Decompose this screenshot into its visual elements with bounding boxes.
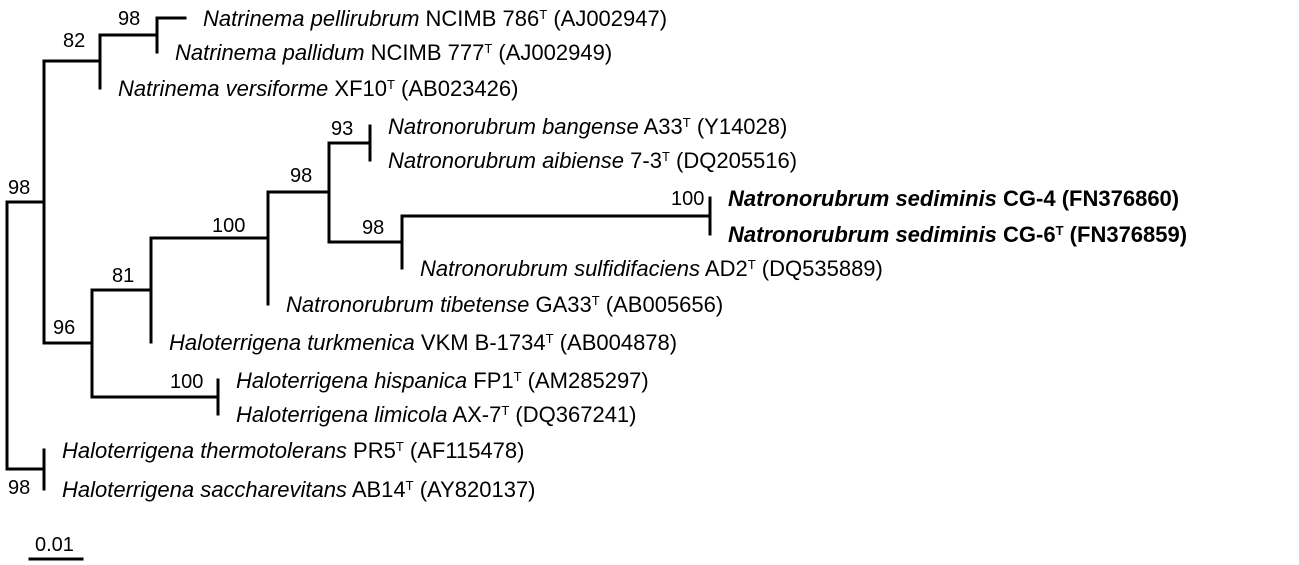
genus-species: Haloterrigena saccharevitans (62, 477, 347, 502)
taxon-label-t8: Natronorubrum sulfidifaciens AD2T (DQ535… (420, 256, 883, 281)
accession: (AM285297) (522, 368, 649, 393)
strain: 7-3 (624, 148, 662, 173)
accession: (AB005656) (600, 292, 724, 317)
taxon-label-t5: Natronorubrum aibiense 7-3T (DQ205516) (388, 148, 797, 173)
bootstrap-label-n_bang_aib: 93 (331, 118, 353, 140)
bootstrap-label-n_nrb: 100 (212, 215, 245, 237)
type-strain-marker: T (484, 41, 492, 56)
genus-species: Haloterrigena hispanica (236, 368, 467, 393)
strain: NCIMB 777 (365, 40, 485, 65)
genus-species: Haloterrigena limicola (236, 402, 448, 427)
taxon-label-t11: Haloterrigena hispanica FP1T (AM285297) (236, 368, 649, 393)
genus-species: Haloterrigena thermotolerans (62, 438, 347, 463)
accession: (DQ535889) (756, 256, 883, 281)
bootstrap-label-n_pell_pall: 98 (118, 8, 140, 30)
accession: (Y14028) (691, 114, 788, 139)
bootstrap-label-n_nrb_core: 98 (290, 165, 312, 187)
taxon-label-t14: Haloterrigena saccharevitans AB14T (AY82… (62, 477, 536, 502)
scale-bar-label: 0.01 (35, 534, 74, 556)
taxon-label-t6: Natronorubrum sediminis CG-4 (FN376860) (728, 186, 1179, 211)
type-strain-marker: T (1056, 223, 1064, 238)
taxon-label-t1: Natrinema pellirubrum NCIMB 786T (AJ0029… (203, 6, 667, 31)
bootstrap-label-n_sed_sulf: 98 (362, 217, 384, 239)
taxon-label-t3: Natrinema versiforme XF10T (AB023426) (118, 76, 518, 101)
accession: (DQ205516) (670, 148, 797, 173)
genus-species: Natronorubrum sediminis (728, 222, 997, 247)
taxon-label-t12: Haloterrigena limicola AX-7T (DQ367241) (236, 402, 637, 427)
bootstrap-label-n_top: 98 (8, 177, 30, 199)
type-strain-marker: T (748, 257, 756, 272)
strain: NCIMB 786 (419, 6, 539, 31)
genus-species: Natronorubrum sulfidifaciens (420, 256, 700, 281)
taxon-label-t7: Natronorubrum sediminis CG-6T (FN376859) (728, 222, 1187, 247)
strain: CG-6 (997, 222, 1056, 247)
strain: GA33 (529, 292, 591, 317)
taxon-label-t4: Natronorubrum bangense A33T (Y14028) (388, 114, 787, 139)
genus-species: Natrinema pallidum (175, 40, 365, 65)
strain: FP1 (467, 368, 513, 393)
strain: XF10 (328, 76, 387, 101)
strain: VKM B-1734 (415, 330, 546, 355)
bootstrap-label-n_thermo_sacch: 98 (8, 477, 30, 499)
genus-species: Natronorubrum bangense (388, 114, 639, 139)
bootstrap-label-n_turk: 81 (112, 265, 134, 287)
accession: (FN376860) (1056, 186, 1180, 211)
type-strain-marker: T (539, 7, 547, 22)
type-strain-marker: T (396, 439, 404, 454)
type-strain-marker: T (387, 77, 395, 92)
taxon-label-t2: Natrinema pallidum NCIMB 777T (AJ002949) (175, 40, 612, 65)
accession: (AB004878) (554, 330, 678, 355)
accession: (AY820137) (414, 477, 536, 502)
genus-species: Natronorubrum tibetense (286, 292, 529, 317)
genus-species: Haloterrigena turkmenica (169, 330, 415, 355)
taxon-label-t10: Haloterrigena turkmenica VKM B-1734T (AB… (169, 330, 677, 355)
type-strain-marker: T (501, 403, 509, 418)
accession: (AF115478) (404, 438, 525, 463)
accession: (AB023426) (395, 76, 519, 101)
type-strain-marker: T (514, 369, 522, 384)
bootstrap-label-n_sediminis: 100 (671, 188, 704, 210)
type-strain-marker: T (406, 478, 414, 493)
type-strain-marker: T (592, 293, 600, 308)
accession: (AJ002947) (547, 6, 667, 31)
genus-species: Natronorubrum aibiense (388, 148, 624, 173)
genus-species: Natronorubrum sediminis (728, 186, 997, 211)
bootstrap-label-n_hisp_lim: 100 (170, 371, 203, 393)
type-strain-marker: T (683, 115, 691, 130)
accession: (DQ367241) (509, 402, 636, 427)
strain: PR5 (347, 438, 396, 463)
type-strain-marker: T (546, 331, 554, 346)
strain: AX-7 (448, 402, 502, 427)
bootstrap-label-n_natrinema: 82 (63, 30, 85, 52)
genus-species: Natrinema pellirubrum (203, 6, 419, 31)
strain: A33 (639, 114, 683, 139)
type-strain-marker: T (662, 149, 670, 164)
bootstrap-label-n_ingroup: 96 (53, 317, 75, 339)
taxon-label-t13: Haloterrigena thermotolerans PR5T (AF115… (62, 438, 524, 463)
accession: (AJ002949) (492, 40, 612, 65)
genus-species: Natrinema versiforme (118, 76, 328, 101)
taxon-label-t9: Natronorubrum tibetense GA33T (AB005656) (286, 292, 723, 317)
strain: AB14 (347, 477, 406, 502)
strain: CG-4 (997, 186, 1056, 211)
accession: (FN376859) (1064, 222, 1188, 247)
strain: AD2 (700, 256, 748, 281)
